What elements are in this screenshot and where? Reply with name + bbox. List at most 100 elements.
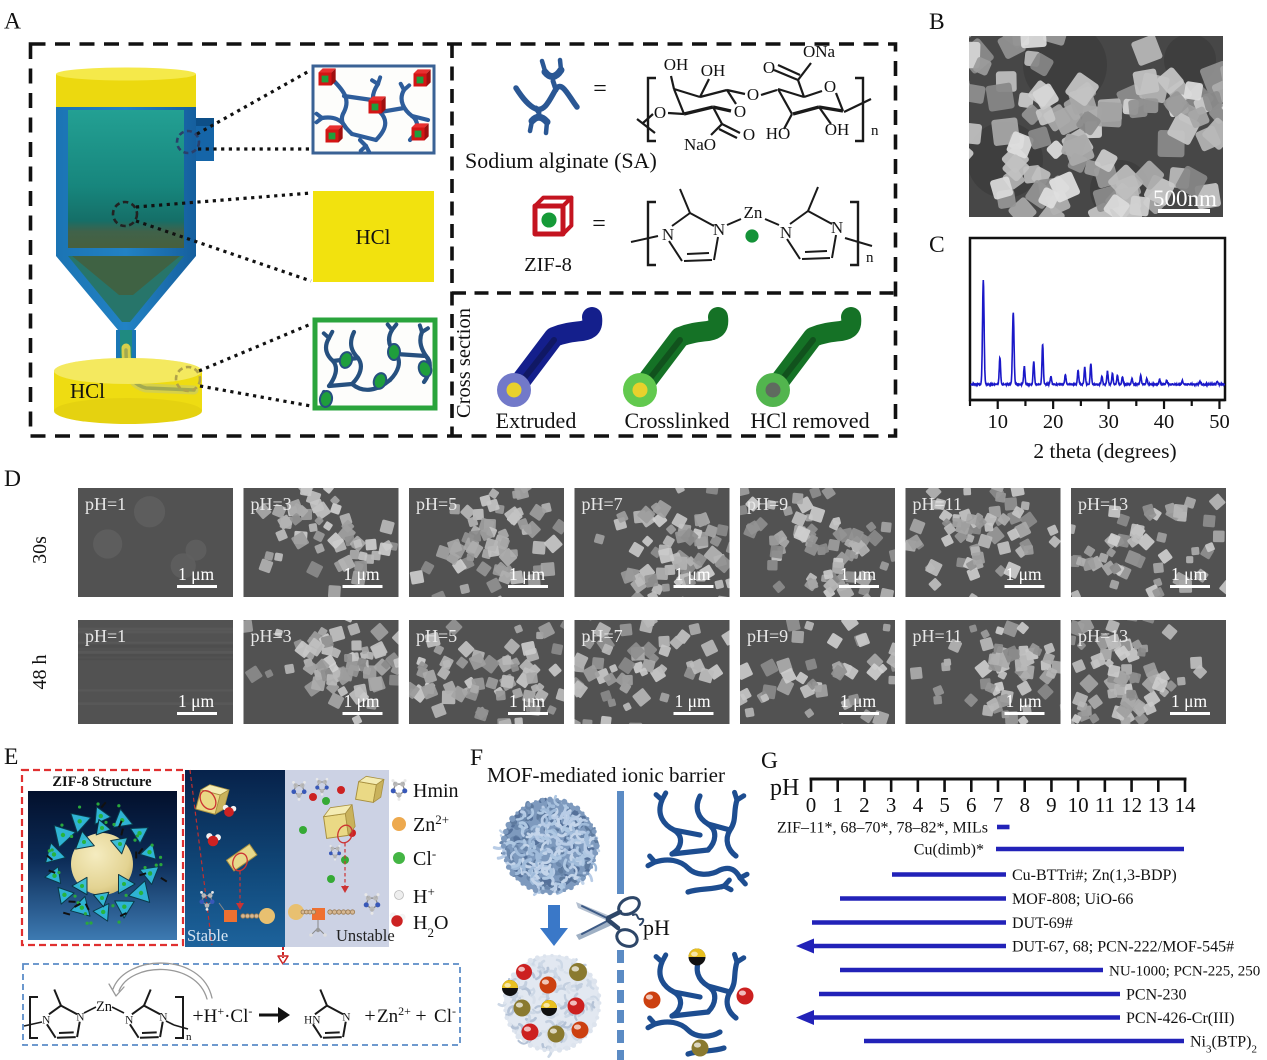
svg-text:20: 20 <box>1043 411 1064 433</box>
svg-text:Cl-: Cl- <box>413 846 436 871</box>
svg-text:HCl: HCl <box>355 225 390 249</box>
svg-text:O: O <box>747 85 759 104</box>
svg-text:HN: HN <box>304 1015 320 1027</box>
svg-text:HCl removed: HCl removed <box>750 408 869 433</box>
svg-text:NaO: NaO <box>684 135 716 154</box>
svg-text:1: 1 <box>832 793 843 817</box>
svg-text:+: + <box>192 1005 203 1027</box>
svg-text:F: F <box>470 745 483 771</box>
svg-text:1 μm: 1 μm <box>178 691 215 711</box>
svg-text:O: O <box>654 103 666 122</box>
svg-text:pH: pH <box>643 915 670 940</box>
svg-text:O: O <box>763 58 775 77</box>
svg-text:=: = <box>592 211 606 237</box>
svg-text:7: 7 <box>993 793 1004 817</box>
svg-text:30s: 30s <box>29 536 51 564</box>
svg-text:C: C <box>929 232 945 258</box>
svg-text:pH=7: pH=7 <box>582 494 623 514</box>
svg-text:B: B <box>929 9 945 35</box>
svg-text:48 h: 48 h <box>29 655 51 690</box>
svg-text:Hmin: Hmin <box>413 780 459 802</box>
svg-text:13: 13 <box>1148 793 1169 817</box>
svg-text:O: O <box>743 125 755 144</box>
svg-text:1 μm: 1 μm <box>1005 691 1042 711</box>
svg-text:pH=13: pH=13 <box>1078 626 1128 646</box>
svg-text:HCl: HCl <box>70 379 105 403</box>
svg-text:1 μm: 1 μm <box>674 564 711 584</box>
svg-text:n: n <box>866 250 874 266</box>
svg-text:1 μm: 1 μm <box>840 691 877 711</box>
svg-text:Unstable: Unstable <box>336 926 395 945</box>
svg-text:11: 11 <box>1095 793 1115 817</box>
svg-text:50: 50 <box>1209 411 1230 433</box>
svg-text:8: 8 <box>1019 793 1030 817</box>
svg-text:HO: HO <box>766 124 791 143</box>
svg-text:pH=3: pH=3 <box>251 626 292 646</box>
svg-text:OH: OH <box>825 120 850 139</box>
svg-text:+: + <box>364 1005 375 1027</box>
svg-text:ZIF-8 Structure: ZIF-8 Structure <box>52 774 152 790</box>
svg-text:pH=3: pH=3 <box>251 494 292 514</box>
svg-text:pH=11: pH=11 <box>913 494 962 514</box>
svg-text:pH=1: pH=1 <box>85 494 126 514</box>
svg-text:500nm: 500nm <box>1153 186 1217 211</box>
svg-text:OH: OH <box>701 61 726 80</box>
svg-text:pH=9: pH=9 <box>747 494 788 514</box>
svg-text:Crosslinked: Crosslinked <box>624 408 729 433</box>
svg-text:Cu-BTTri#; Zn(1,3-BDP): Cu-BTTri#; Zn(1,3-BDP) <box>1012 867 1177 884</box>
svg-text:NU-1000; PCN-225, 250: NU-1000; PCN-225, 250 <box>1109 964 1260 980</box>
svg-text:n: n <box>186 1031 192 1043</box>
svg-text:ZIF–11*, 68–70*, 78–82*, MILs: ZIF–11*, 68–70*, 78–82*, MILs <box>777 820 988 837</box>
svg-text:1 μm: 1 μm <box>1005 564 1042 584</box>
svg-text:N: N <box>831 218 843 237</box>
svg-text:H+·Cl-: H+·Cl- <box>204 1004 253 1027</box>
svg-text:Sodium alginate (SA): Sodium alginate (SA) <box>465 148 657 173</box>
svg-text:N: N <box>159 1011 167 1023</box>
svg-text:pH: pH <box>770 775 799 801</box>
svg-text:O: O <box>734 102 746 121</box>
svg-text:1 μm: 1 μm <box>1171 691 1208 711</box>
svg-text:pH=5: pH=5 <box>416 494 457 514</box>
svg-text:4: 4 <box>913 793 924 817</box>
svg-text:A: A <box>4 9 21 35</box>
svg-text:D: D <box>4 466 21 492</box>
svg-text:DUT-67, 68; PCN-222/MOF-545#: DUT-67, 68; PCN-222/MOF-545# <box>1012 939 1234 956</box>
svg-text:O: O <box>824 77 836 96</box>
svg-text:N: N <box>342 1011 350 1023</box>
svg-text:N: N <box>780 223 792 242</box>
svg-text:0: 0 <box>806 793 817 817</box>
svg-text:30: 30 <box>1098 411 1119 433</box>
svg-text:N: N <box>76 1011 84 1023</box>
svg-text:G: G <box>761 748 778 774</box>
svg-text:MOF-mediated ionic barrier: MOF-mediated ionic barrier <box>487 763 725 787</box>
svg-text:PCN-230: PCN-230 <box>1126 987 1186 1004</box>
svg-text:2 theta (degrees): 2 theta (degrees) <box>1033 439 1176 463</box>
svg-text:ZIF-8: ZIF-8 <box>524 254 572 276</box>
svg-text:MOF-808; UiO-66: MOF-808; UiO-66 <box>1012 891 1133 908</box>
svg-text:12: 12 <box>1121 793 1142 817</box>
svg-text:+: + <box>415 1005 426 1027</box>
svg-text:n: n <box>871 123 879 139</box>
svg-text:OH: OH <box>664 55 689 74</box>
svg-text:pH=7: pH=7 <box>582 626 623 646</box>
svg-text:6: 6 <box>966 793 977 817</box>
svg-text:1 μm: 1 μm <box>674 691 711 711</box>
svg-text:1 μm: 1 μm <box>1171 564 1208 584</box>
svg-text:pH=11: pH=11 <box>913 626 962 646</box>
svg-text:DUT-69#: DUT-69# <box>1012 915 1073 932</box>
svg-text:N: N <box>42 1015 50 1027</box>
svg-text:1 μm: 1 μm <box>509 691 546 711</box>
svg-text:40: 40 <box>1154 411 1175 433</box>
svg-text:PCN-426-Cr(III): PCN-426-Cr(III) <box>1126 1010 1234 1027</box>
svg-text:1 μm: 1 μm <box>343 691 380 711</box>
svg-text:E: E <box>4 744 18 770</box>
svg-text:Cl-: Cl- <box>434 1004 456 1027</box>
svg-text:N: N <box>125 1015 133 1027</box>
svg-text:1 μm: 1 μm <box>178 564 215 584</box>
svg-text:1 μm: 1 μm <box>509 564 546 584</box>
svg-text:Stable: Stable <box>187 926 228 945</box>
svg-text:5: 5 <box>939 793 950 817</box>
svg-text:14: 14 <box>1175 793 1197 817</box>
svg-text:2: 2 <box>859 793 870 817</box>
svg-text:3: 3 <box>886 793 897 817</box>
